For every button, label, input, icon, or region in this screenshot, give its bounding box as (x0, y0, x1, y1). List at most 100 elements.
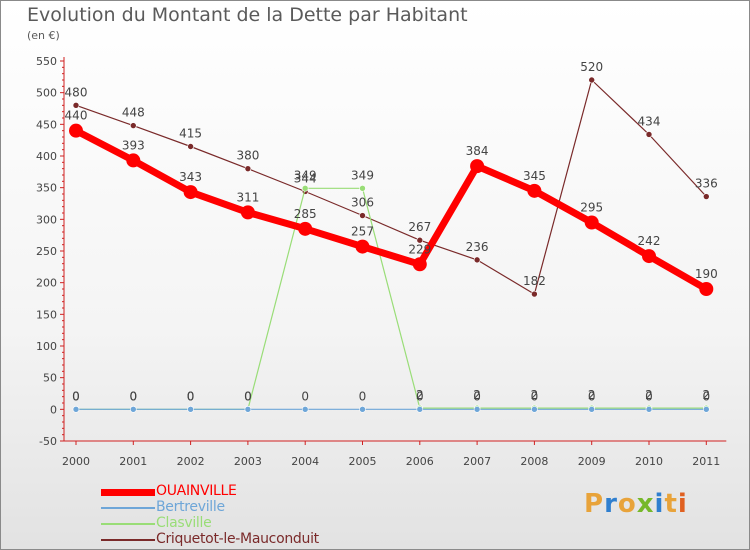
legend-label: Bertreville (156, 499, 225, 515)
legend-swatch (101, 523, 155, 525)
y-tick-label: 550 (36, 55, 57, 68)
data-point (531, 406, 538, 413)
data-label: 520 (580, 60, 603, 74)
x-tick-label: 2008 (520, 455, 548, 468)
axes: -500501001502002503003504004505005502000… (36, 55, 727, 468)
data-label: 2 (473, 388, 481, 402)
y-tick-label: 500 (36, 87, 57, 100)
data-label: 0 (416, 389, 424, 403)
data-point (130, 406, 137, 413)
y-tick-label: 100 (36, 340, 57, 353)
data-label: 306 (351, 196, 374, 210)
data-point (642, 249, 656, 264)
data-point (301, 406, 309, 413)
data-label: 257 (351, 225, 374, 239)
data-label: 336 (695, 177, 718, 191)
data-label: 2 (588, 388, 596, 402)
y-tick-label: 350 (36, 182, 57, 195)
data-label: 267 (408, 220, 431, 234)
data-label: 0 (588, 389, 596, 403)
data-label: 0 (187, 389, 195, 403)
x-tick-label: 2007 (463, 455, 491, 468)
data-point (584, 215, 599, 230)
data-point (699, 282, 714, 296)
data-label: 415 (179, 127, 202, 141)
data-point (244, 165, 252, 172)
legend-label: Criquetot-le-Mauconduit (156, 531, 319, 547)
data-point (473, 256, 481, 264)
data-point (527, 183, 542, 198)
logo-letter: o (617, 489, 637, 519)
x-tick-label: 2005 (349, 455, 377, 468)
legend-swatch (101, 507, 155, 509)
data-label: 0 (129, 389, 137, 403)
data-label: 0 (531, 389, 539, 403)
data-label: 0 (473, 389, 481, 403)
x-tick-label: 2006 (406, 455, 434, 468)
data-point (244, 406, 252, 413)
data-point (187, 406, 194, 413)
series-line (72, 127, 710, 293)
data-point (240, 205, 255, 220)
data-point (72, 102, 80, 109)
data-label: 349 (294, 168, 317, 182)
data-point (183, 185, 198, 200)
data-label: 0 (244, 389, 252, 403)
data-point (702, 193, 710, 200)
x-tick-label: 2002 (177, 455, 205, 468)
x-tick-label: 2001 (119, 455, 147, 468)
data-point (187, 143, 194, 150)
x-tick-label: 2000 (62, 455, 90, 468)
data-point (588, 76, 596, 84)
data-point (645, 131, 653, 138)
x-tick-label: 2010 (635, 455, 663, 468)
data-point (359, 406, 366, 413)
x-tick-label: 2004 (291, 455, 319, 468)
data-point (702, 406, 710, 413)
x-tick-label: 2003 (234, 455, 262, 468)
data-point (588, 406, 596, 413)
data-label: 236 (466, 240, 489, 254)
x-tick-label: 2011 (692, 455, 720, 468)
data-label: 2 (702, 388, 710, 402)
data-label: 393 (122, 138, 145, 152)
data-label: 182 (523, 274, 546, 288)
data-label: 440 (65, 109, 88, 123)
logo-letter: r (604, 489, 618, 519)
data-labels: 480 448 415 380 344 306 267 236 182 520 434 336 0 0 0 0… (65, 60, 718, 403)
y-tick-label: 450 (36, 118, 57, 131)
y-tick-label: 250 (36, 245, 57, 258)
data-point (531, 290, 538, 298)
data-label: 295 (580, 201, 603, 215)
data-label: 285 (294, 207, 317, 221)
y-tick-label: 150 (36, 308, 57, 321)
data-point (72, 406, 80, 413)
y-tick-label: 300 (36, 213, 57, 226)
data-label: 343 (179, 170, 202, 184)
logo-letter: P (584, 489, 605, 519)
data-label: 345 (523, 169, 546, 183)
data-label: 0 (129, 389, 137, 403)
data-point (359, 212, 366, 219)
data-point (416, 406, 424, 413)
y-tick-label: 200 (36, 277, 57, 290)
data-point (298, 221, 313, 236)
data-label: 0 (187, 389, 195, 403)
data-label: 311 (236, 190, 259, 204)
data-label: 0 (702, 389, 710, 403)
data-label: 0 (359, 389, 367, 403)
data-label: 434 (638, 114, 661, 128)
data-label: 229 (408, 242, 431, 256)
logo-letter: i (677, 489, 688, 519)
data-label: 242 (638, 234, 661, 248)
proxiti-logo: Proxiti (584, 489, 688, 519)
data-point (126, 153, 141, 168)
data-label: 2 (645, 388, 653, 402)
data-label: 2 (531, 388, 539, 402)
data-label: 0 (301, 389, 309, 403)
chart-subtitle: (en €) (27, 29, 60, 42)
data-label: 0 (72, 389, 80, 403)
data-point (473, 406, 481, 413)
